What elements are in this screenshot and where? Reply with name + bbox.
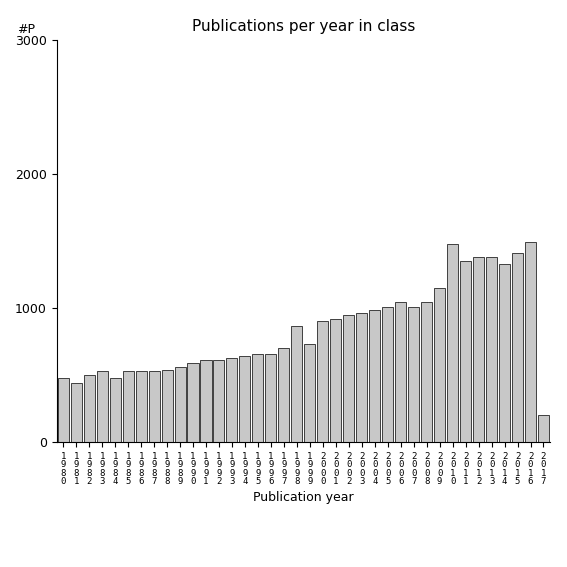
Bar: [149, 371, 159, 442]
Bar: [213, 361, 225, 442]
Bar: [278, 348, 289, 442]
Bar: [343, 315, 354, 442]
Bar: [318, 321, 328, 442]
Bar: [434, 288, 445, 442]
Bar: [499, 264, 510, 442]
X-axis label: Publication year: Publication year: [253, 492, 354, 505]
Bar: [109, 378, 121, 442]
Bar: [421, 302, 432, 442]
Bar: [512, 253, 523, 442]
Bar: [356, 314, 367, 442]
Bar: [122, 371, 134, 442]
Bar: [291, 325, 302, 442]
Bar: [395, 302, 406, 442]
Bar: [525, 242, 536, 442]
Bar: [265, 354, 276, 442]
Bar: [473, 257, 484, 442]
Bar: [538, 416, 549, 442]
Bar: [84, 375, 95, 442]
Bar: [96, 371, 108, 442]
Bar: [304, 344, 315, 442]
Bar: [71, 383, 82, 442]
Bar: [58, 378, 69, 442]
Bar: [201, 361, 211, 442]
Bar: [252, 354, 264, 442]
Bar: [175, 367, 185, 442]
Bar: [460, 261, 471, 442]
Text: #P: #P: [17, 23, 35, 36]
Bar: [162, 370, 172, 442]
Bar: [136, 371, 147, 442]
Bar: [188, 363, 198, 442]
Bar: [382, 307, 393, 442]
Bar: [331, 319, 341, 442]
Bar: [408, 307, 419, 442]
Title: Publications per year in class: Publications per year in class: [192, 19, 415, 35]
Bar: [486, 257, 497, 442]
Bar: [226, 358, 238, 442]
Bar: [447, 244, 458, 442]
Bar: [369, 310, 380, 442]
Bar: [239, 357, 251, 442]
